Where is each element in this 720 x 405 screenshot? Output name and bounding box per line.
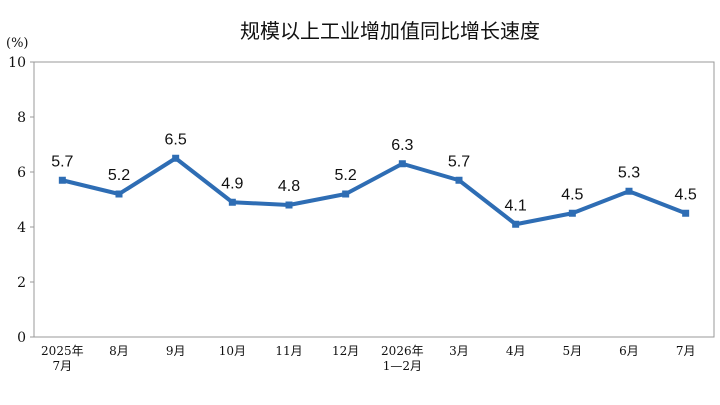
y-tick-label: 10 (8, 55, 26, 71)
data-point (682, 209, 690, 217)
data-point (115, 190, 123, 198)
x-tick-label: 2025年 7月 (41, 344, 84, 373)
data-label: 5.2 (108, 167, 130, 184)
x-tick-label-line: 7月 (53, 359, 73, 373)
x-tick-label-line: 4月 (506, 344, 526, 358)
series-line (61, 156, 687, 227)
x-tick-label: 11月 (275, 344, 302, 358)
data-label: 5.3 (618, 164, 640, 181)
chart-title: 规模以上工业增加值同比增长速度 (240, 19, 540, 43)
data-label: 4.5 (561, 186, 583, 203)
y-tick-label: 6 (17, 165, 26, 181)
x-tick-label-line: 9月 (166, 344, 186, 358)
x-tick-label: 2026年 1—2月 (381, 344, 424, 373)
data-label: 5.2 (335, 167, 357, 184)
y-axis: 0 2 4 6 8 10 (8, 55, 34, 346)
data-label: 4.1 (505, 197, 527, 214)
y-tick-label: 0 (17, 330, 26, 346)
data-point (58, 176, 66, 184)
x-tick-label: 10月 (219, 344, 246, 358)
data-label: 4.8 (278, 178, 300, 195)
unit-label: (%) (6, 36, 29, 51)
x-tick-label: 12月 (332, 344, 359, 358)
data-label: 6.5 (165, 131, 187, 148)
x-tick-label: 5月 (563, 344, 583, 358)
data-point (512, 220, 520, 228)
data-point (398, 160, 406, 168)
data-label: 4.9 (221, 175, 243, 192)
x-tick-label-line: 2026年 (381, 344, 424, 358)
data-point (625, 187, 633, 195)
data-point (342, 190, 350, 198)
x-tick-label-line: 1—2月 (383, 359, 422, 373)
x-tick-label-line: 8月 (109, 344, 129, 358)
x-tick-label: 6月 (619, 344, 639, 358)
data-point (172, 154, 180, 162)
x-tick-label: 9月 (166, 344, 186, 358)
x-tick-label: 8月 (109, 344, 129, 358)
data-point (455, 176, 463, 184)
x-tick-label-line: 12月 (332, 344, 359, 358)
data-label: 4.5 (675, 186, 697, 203)
x-tick-label: 3月 (449, 344, 469, 358)
x-tick-label-line: 6月 (619, 344, 639, 358)
x-tick-label-line: 11月 (275, 344, 302, 358)
data-label: 5.7 (448, 153, 470, 170)
data-labels: 5.7 5.2 6.5 4.9 4.8 5.2 6.3 5.7 4.1 4.5 5.3 4.5 (51, 131, 697, 214)
data-point (285, 201, 293, 209)
data-point (568, 209, 576, 217)
data-point (228, 198, 236, 206)
y-tick-label: 8 (17, 110, 26, 126)
data-label: 5.7 (51, 153, 73, 170)
x-tick-label-line: 5月 (563, 344, 583, 358)
x-tick-label: 4月 (506, 344, 526, 358)
x-tick-label-line: 10月 (219, 344, 246, 358)
series-group (58, 154, 690, 228)
y-tick-label: 2 (17, 275, 26, 291)
y-tick-label: 4 (17, 220, 26, 236)
plot-frame (33, 61, 715, 338)
data-label: 6.3 (391, 137, 413, 154)
x-tick-label-line: 2025年 (41, 344, 84, 358)
x-tick-label-line: 3月 (449, 344, 469, 358)
x-tick-label-line: 7月 (676, 344, 696, 358)
x-tick-label: 7月 (676, 344, 696, 358)
